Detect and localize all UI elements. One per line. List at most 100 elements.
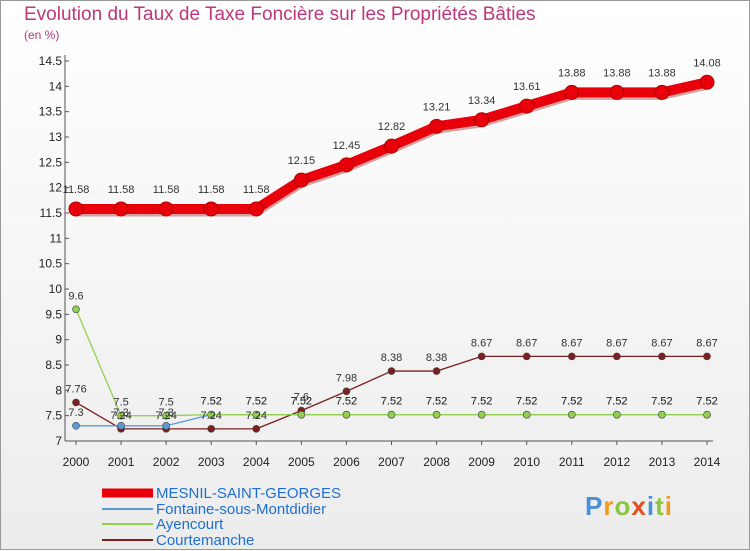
x-tick-label: 2007 [378,455,405,469]
x-tick-label: 2012 [604,455,631,469]
data-label: 7.6 [294,392,309,404]
data-label: 7.52 [696,396,717,408]
x-tick-label: 2001 [108,455,135,469]
data-label: 7.52 [471,396,492,408]
x-tick-label: 2011 [559,455,585,469]
data-label: 7.52 [606,396,627,408]
data-point [474,112,490,128]
data-point [658,410,666,419]
logo-letter: x [631,491,647,521]
data-label: 7.52 [291,396,312,408]
data-label: 13.61 [513,81,541,93]
data-label: 12.15 [288,155,316,167]
data-point [522,352,531,361]
x-tick-label: 2006 [333,455,360,469]
data-point [338,157,354,173]
data-label: 7.3 [158,407,173,419]
data-point [613,352,621,361]
x-tick-label: 2005 [288,455,315,469]
y-tick-label: 7.5 [45,409,62,423]
y-tick-label: 10.5 [39,257,63,271]
data-label: 11.58 [153,184,180,196]
series-ayencourt [72,305,711,420]
y-tick-label: 8.5 [45,358,62,372]
x-tick-label: 2010 [513,455,540,469]
data-label: 11.58 [198,184,225,196]
data-label: 14.08 [693,57,721,69]
data-point [117,421,125,430]
proxiti-logo: Proxiti [585,491,673,522]
data-label: 7.52 [471,396,492,408]
x-tick-label: 2008 [423,455,450,469]
data-label: 12.45 [333,140,361,152]
data-point [117,411,125,420]
x-tick-label: 2009 [468,455,495,469]
data-point [72,305,80,314]
data-point [387,410,396,419]
data-label: 7.52 [336,396,357,408]
data-point [658,352,666,361]
data-label: 7.52 [426,396,447,408]
data-point [203,201,219,217]
data-point [248,201,264,217]
data-point [703,352,711,361]
data-label: 7.52 [381,396,402,408]
data-label: 7.52 [291,396,312,408]
logo-letter: r [603,491,615,521]
data-point [113,201,129,217]
x-tick-label: 2004 [243,455,270,469]
data-point [564,84,580,100]
data-point [609,84,625,100]
data-point [293,172,309,188]
data-label: 7.24 [201,410,222,422]
data-label: 13.88 [603,67,631,79]
legend: MESNIL-SAINT-GEORGESFontaine-sous-Montdi… [102,485,341,549]
data-point [477,410,486,419]
data-label: 11.58 [243,184,270,196]
data-label: 13.88 [648,67,676,79]
data-point [654,84,670,100]
data-label: 7.52 [201,396,222,408]
data-point [162,411,170,420]
y-tick-label: 14 [49,79,63,93]
axes: 7 7.5 8 8.5 9 9.5 10 10.5 11 11.5 12 12.5 13 13.5 14 14… [39,54,721,469]
legend-label: Ayencourt [156,516,224,533]
x-tick-label: 2002 [153,455,180,469]
chart-unit-label: (en %) [24,28,60,42]
x-tick-label: 2000 [63,455,90,469]
data-label: 7.52 [426,396,447,408]
data-point [519,98,535,114]
data-point [158,201,174,217]
data-label: 7.52 [201,396,222,408]
logo-letter: o [614,491,632,521]
legend-label: Courtemanche [156,532,254,549]
logo-letter: i [646,491,656,521]
data-label: 7.24 [246,410,267,422]
data-point [477,352,486,361]
x-tick-label: 2003 [198,455,225,469]
data-label: 7.3 [68,407,83,419]
y-tick-label: 14.5 [39,54,63,68]
logo-letter: i [664,491,673,521]
data-label: 7.52 [516,396,537,408]
data-label: 8.67 [471,337,492,349]
data-label: 7.52 [651,396,672,408]
data-label: 7.52 [336,396,357,408]
data-label: 13.34 [468,95,496,107]
data-point [252,425,261,433]
data-label: 7.52 [561,396,582,408]
logo-letter: P [585,491,604,521]
data-point [384,138,399,154]
data-label: 8.38 [426,352,447,364]
data-label: 7.52 [561,396,582,408]
data-label: 7.52 [246,396,267,408]
data-point [342,387,351,396]
data-label: 8.67 [516,337,537,349]
logo-letter: t [655,491,665,521]
data-label: 8.67 [651,337,672,349]
data-label: 7.98 [336,372,357,384]
data-label: 8.67 [561,337,582,349]
y-tick-label: 11 [50,231,63,245]
data-point [207,410,216,419]
data-label: 7.76 [65,383,86,395]
